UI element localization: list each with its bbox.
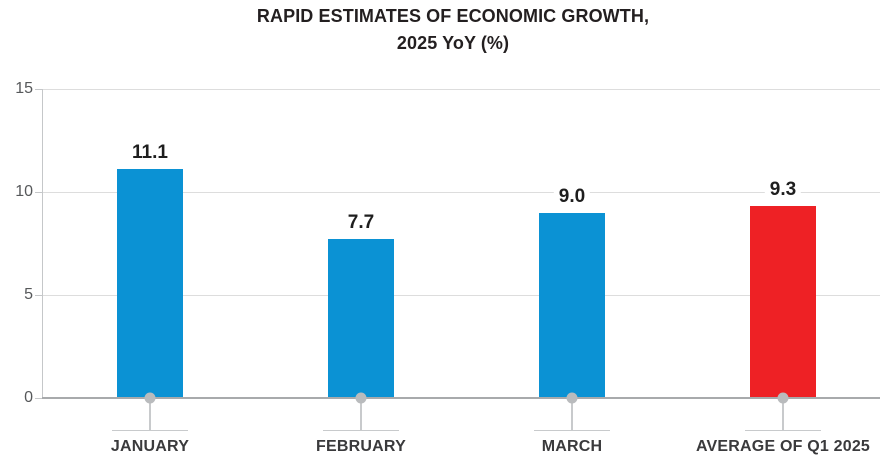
bar-march: [539, 212, 605, 398]
leader-underline-february: [323, 430, 399, 431]
y-tick-label-5: 5: [24, 286, 33, 303]
gridline-10: [42, 191, 880, 193]
value-label-february: 7.7: [342, 211, 380, 236]
x-category-label-march: MARCH: [541, 438, 603, 455]
value-label-january: 11.1: [127, 141, 173, 166]
bar-january: [117, 169, 183, 398]
leader-line-average-of-q1-2025: [782, 398, 784, 430]
y-tick-label-10: 10: [15, 183, 33, 200]
y-tick-label-0: 0: [24, 389, 33, 406]
leader-line-february: [360, 398, 362, 430]
x-category-label-january: JANUARY: [110, 438, 190, 455]
axis-dot-march: [566, 392, 578, 404]
y-tick-15: [35, 88, 42, 90]
leader-line-march: [571, 398, 573, 430]
leader-underline-march: [534, 430, 610, 431]
y-axis-line: [42, 89, 43, 398]
gridline-15: [42, 88, 880, 90]
gridline-5: [42, 294, 880, 296]
y-tick-label-15: 15: [15, 80, 33, 97]
y-tick-10: [35, 191, 42, 193]
axis-dot-average-of-q1-2025: [777, 392, 789, 404]
x-axis-baseline: [42, 397, 880, 399]
bar-average-of-q1-2025: [750, 206, 816, 398]
x-category-label-february: FEBRUARY: [316, 438, 406, 455]
axis-dot-february: [355, 392, 367, 404]
value-label-average-of-q1-2025: 9.3: [764, 178, 802, 203]
axis-dot-january: [144, 392, 156, 404]
bar-february: [328, 239, 394, 398]
y-tick-0: [35, 397, 42, 399]
chart-title-line2: 2025 YoY (%): [396, 33, 510, 53]
leader-line-january: [149, 398, 151, 430]
chart-title-line1: RAPID ESTIMATES OF ECONOMIC GROWTH,: [256, 6, 650, 26]
leader-underline-average-of-q1-2025: [745, 430, 821, 431]
x-category-label-average-of-q1-2025: AVERAGE OF Q1 2025: [695, 438, 871, 455]
y-tick-5: [35, 294, 42, 296]
value-label-march: 9.0: [553, 184, 591, 209]
chart-title: RAPID ESTIMATES OF ECONOMIC GROWTH, 2025…: [0, 3, 880, 57]
leader-underline-january: [112, 430, 188, 431]
